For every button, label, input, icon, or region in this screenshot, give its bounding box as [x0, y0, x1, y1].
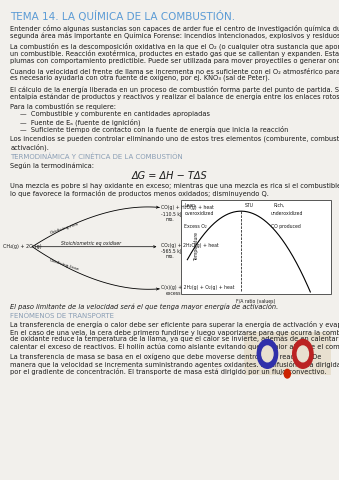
Bar — [244, 332, 331, 375]
Text: F/A ratio (values): F/A ratio (values) — [236, 299, 276, 304]
Text: Para la combustión se requiere:: Para la combustión se requiere: — [10, 103, 116, 110]
Text: El cálculo de la energía liberada en un proceso de combustión forma parte del pu: El cálculo de la energía liberada en un … — [10, 85, 339, 93]
Circle shape — [297, 346, 308, 362]
Bar — [181, 200, 331, 293]
Text: CO produced: CO produced — [271, 224, 301, 229]
Text: plumas con comportamiento predictible. Puede ser utilizada para mover proyectile: plumas con comportamiento predictible. P… — [10, 58, 339, 63]
Text: excess: excess — [166, 291, 182, 296]
Text: Lean,: Lean, — [184, 203, 197, 208]
Text: CO(g) + H₂O(g) + heat: CO(g) + H₂O(g) + heat — [161, 205, 214, 210]
Text: Entender cómo algunas sustancias son capaces de arder fue el centro de investiga: Entender cómo algunas sustancias son cap… — [10, 25, 339, 32]
Text: C(s)(g) + 2H₂(g) + O₂(g) + heat: C(s)(g) + 2H₂(g) + O₂(g) + heat — [161, 285, 234, 290]
Text: overoxidized: overoxidized — [184, 211, 214, 216]
Circle shape — [257, 339, 278, 368]
Text: mo.: mo. — [166, 254, 175, 259]
Text: segunda área más importante en Química Forense: incendios intencionados, explosi: segunda área más importante en Química F… — [10, 33, 339, 39]
Text: calentar el exceso de reactivos. El hollín actúa como aislante evitando que el c: calentar el exceso de reactivos. El holl… — [10, 343, 339, 350]
Text: Los incendios se pueden controlar eliminando uno de estos tres elementos (combur: Los incendios se pueden controlar elimin… — [10, 136, 339, 143]
Text: —  Fuente de Eₐ (fuente de ignición): — Fuente de Eₐ (fuente de ignición) — [20, 118, 141, 126]
Text: Según la termodinámica:: Según la termodinámica: — [10, 162, 94, 169]
Text: activación).: activación). — [10, 144, 49, 151]
Text: -110.5 kJ: -110.5 kJ — [161, 212, 181, 217]
Text: TERMODINÁMICA Y CINÉTICA DE LA COMBUSTIÓN: TERMODINÁMICA Y CINÉTICA DE LA COMBUSTIÓ… — [10, 154, 183, 160]
Text: La transferencia de energía o calor debe ser eficiente para superar la energía d: La transferencia de energía o calor debe… — [10, 321, 339, 328]
Text: Excess O₂: Excess O₂ — [184, 224, 207, 229]
Circle shape — [284, 369, 290, 378]
Text: mo.: mo. — [166, 217, 175, 222]
Text: FENÓMENOS DE TRANSPORTE: FENÓMENOS DE TRANSPORTE — [10, 312, 114, 319]
Text: Una mezcla es pobre si hay oxidante en exceso; mientras que una mezcla es rica s: Una mezcla es pobre si hay oxidante en e… — [10, 182, 339, 189]
Text: por el gradiente de concentración. El transporte de masa está dirigido por un fl: por el gradiente de concentración. El tr… — [10, 368, 327, 375]
Text: Oxidising-rich: Oxidising-rich — [49, 222, 79, 235]
Text: Oxidising-lean: Oxidising-lean — [49, 258, 80, 272]
Text: —  Suficiente tiempo de contacto con la fuente de energía que inicia la reacción: — Suficiente tiempo de contacto con la f… — [20, 126, 289, 133]
Text: Stoichiometric eq oxidiser: Stoichiometric eq oxidiser — [61, 241, 121, 246]
Text: La transferencia de masa se basa en el oxígeno que debe moverse dentro de la rea: La transferencia de masa se basa en el o… — [10, 353, 322, 360]
Text: La combustión es la descomposición oxidativa en la que el O₂ (o cualquier otra s: La combustión es la descomposición oxida… — [10, 43, 339, 50]
Text: manera que la velocidad se incrementa suministrando agentes oxidantes. La difusi: manera que la velocidad se incrementa su… — [10, 360, 339, 368]
Text: El paso limitante de la velocidad será el que tenga mayor energía de activación.: El paso limitante de la velocidad será e… — [10, 303, 278, 310]
Text: Rich,: Rich, — [274, 203, 285, 208]
Text: -565.5 kJ: -565.5 kJ — [161, 249, 181, 254]
Text: un combustible. Reacción exotérmica, productes en estado gas que se calientan y : un combustible. Reacción exotérmica, pro… — [10, 50, 339, 57]
Circle shape — [293, 339, 313, 368]
Text: de oxidante reduce la temperatura de la llama, ya que el calor se invierte, adem: de oxidante reduce la temperatura de la … — [10, 336, 339, 343]
Text: Cuando la velocidad del frente de llama se incrementa no es suficiente con el O₂: Cuando la velocidad del frente de llama … — [10, 68, 339, 75]
Text: En el caso de una vela, la cera debe primero fundirse y luego vaporizarse para q: En el caso de una vela, la cera debe pri… — [10, 328, 339, 336]
Text: CH₄(g) + 2O₂(g): CH₄(g) + 2O₂(g) — [3, 244, 42, 249]
Text: CO₂(g) + 2H₂O(g) + heat: CO₂(g) + 2H₂O(g) + heat — [161, 243, 219, 248]
Text: TEMA 14. LA QUÍMICA DE LA COMBUSTIÓN.: TEMA 14. LA QUÍMICA DE LA COMBUSTIÓN. — [10, 11, 235, 22]
Text: Temperature: Temperature — [194, 232, 199, 261]
Text: STU: STU — [244, 203, 254, 208]
Text: —  Combustible y comburente en cantidades apropiadas: — Combustible y comburente en cantidades… — [20, 111, 210, 117]
Text: entalpía estándar de productos y reactivos y realizar el balance de energía entr: entalpía estándar de productos y reactiv… — [10, 93, 339, 100]
Text: lo que favorece la formación de productos menos oxidados; disminuyendo Q.: lo que favorece la formación de producto… — [10, 190, 269, 197]
Text: ΔG = ΔH − TΔS: ΔG = ΔH − TΔS — [132, 171, 207, 181]
Text: underoxidized: underoxidized — [271, 211, 303, 216]
Text: es necesario ayudarla con otra fuente de oxígeno, por ej. KNO₃ (sal de Peter).: es necesario ayudarla con otra fuente de… — [10, 75, 270, 83]
Circle shape — [262, 346, 273, 362]
